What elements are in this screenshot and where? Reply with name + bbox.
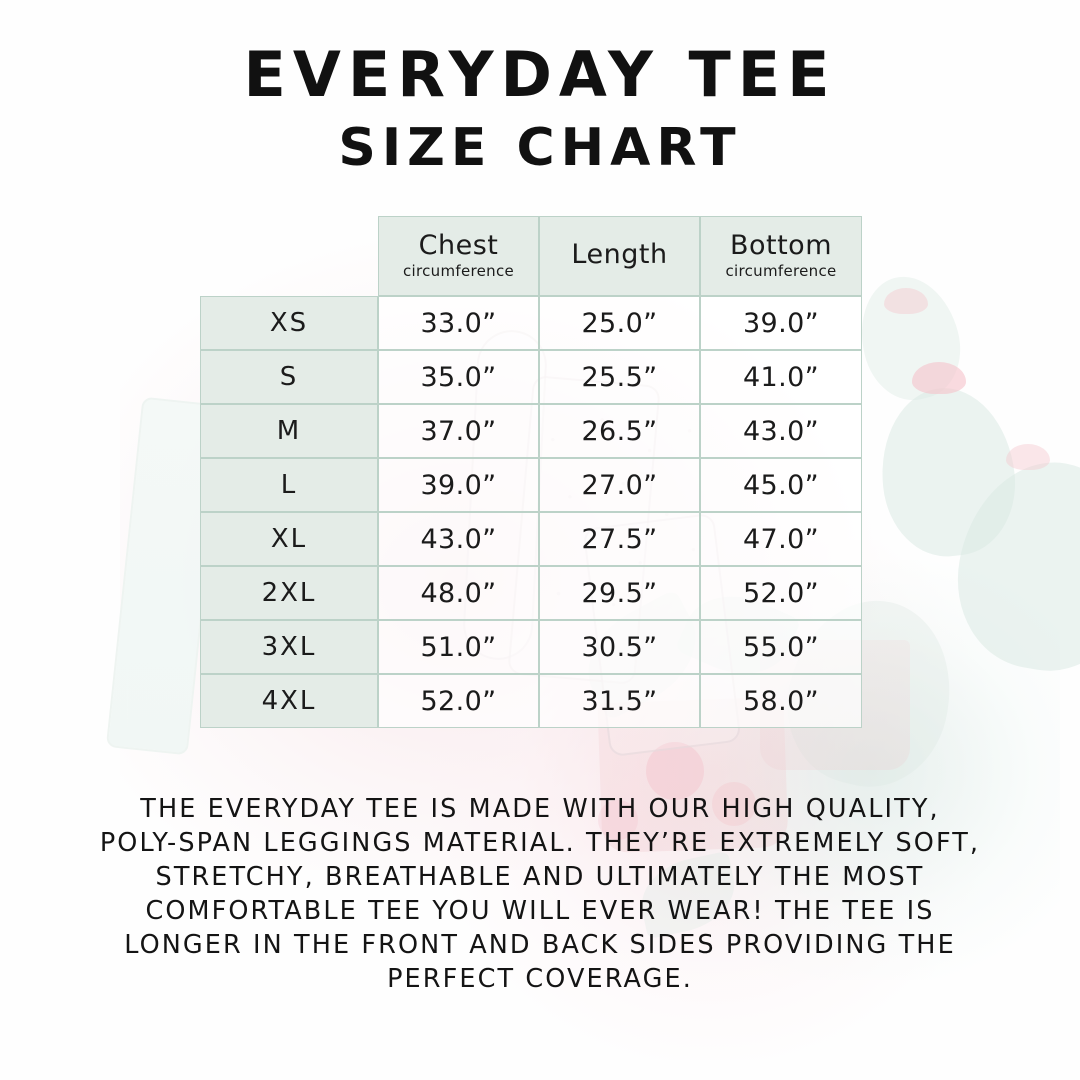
table-row: 4XL 52.0” 31.5” 58.0” — [200, 674, 862, 728]
size-label: L — [200, 458, 378, 512]
description-line: LONGER IN THE FRONT AND BACK SIDES PROVI… — [124, 930, 956, 960]
product-description: THE EVERYDAY TEE IS MADE WITH OUR HIGH Q… — [96, 792, 984, 996]
description-line: STRETCHY, BREATHABLE AND ULTIMATELY THE … — [155, 862, 925, 892]
column-header-chest: Chest circumference — [378, 216, 539, 296]
length-value: 26.5” — [539, 404, 700, 458]
bottom-value: 47.0” — [700, 512, 862, 566]
description-line: THE EVERYDAY TEE IS MADE WITH OUR HIGH Q… — [140, 794, 940, 824]
table-row: S 35.0” 25.5” 41.0” — [200, 350, 862, 404]
size-label: 2XL — [200, 566, 378, 620]
column-header-bottom: Bottom circumference — [700, 216, 862, 296]
table-row: M 37.0” 26.5” 43.0” — [200, 404, 862, 458]
chest-value: 43.0” — [378, 512, 539, 566]
column-header-length: Length — [539, 216, 700, 296]
length-value: 25.0” — [539, 296, 700, 350]
size-label: 4XL — [200, 674, 378, 728]
title-line-primary: EVERYDAY TEE — [243, 38, 837, 111]
bottom-value: 39.0” — [700, 296, 862, 350]
chest-value: 52.0” — [378, 674, 539, 728]
length-value: 27.0” — [539, 458, 700, 512]
table-row: 3XL 51.0” 30.5” 55.0” — [200, 620, 862, 674]
chest-value: 37.0” — [378, 404, 539, 458]
bottom-value: 58.0” — [700, 674, 862, 728]
table-row: XS 33.0” 25.0” 39.0” — [200, 296, 862, 350]
bottom-value: 45.0” — [700, 458, 862, 512]
length-value: 25.5” — [539, 350, 700, 404]
chest-value: 39.0” — [378, 458, 539, 512]
length-value: 31.5” — [539, 674, 700, 728]
column-header-chest-sublabel: circumference — [402, 261, 515, 280]
table-header-row: Chest circumference Length Bottom circum… — [200, 216, 862, 296]
size-label: S — [200, 350, 378, 404]
description-line: PERFECT COVERAGE. — [387, 964, 693, 994]
column-header-chest-label: Chest — [418, 229, 499, 261]
size-chart-table: Chest circumference Length Bottom circum… — [200, 216, 862, 728]
size-chart-table-wrapper: Chest circumference Length Bottom circum… — [200, 216, 862, 728]
table-header: Chest circumference Length Bottom circum… — [200, 216, 862, 296]
bottom-value: 41.0” — [700, 350, 862, 404]
table-row: 2XL 48.0” 29.5” 52.0” — [200, 566, 862, 620]
chest-value: 48.0” — [378, 566, 539, 620]
table-row: L 39.0” 27.0” 45.0” — [200, 458, 862, 512]
chest-value: 35.0” — [378, 350, 539, 404]
column-header-bottom-label: Bottom — [729, 229, 833, 261]
size-label: M — [200, 404, 378, 458]
chest-value: 51.0” — [378, 620, 539, 674]
size-label: XS — [200, 296, 378, 350]
length-value: 30.5” — [539, 620, 700, 674]
description-line: COMFORTABLE TEE YOU WILL EVER WEAR! THE … — [145, 896, 935, 926]
column-header-bottom-sublabel: circumference — [725, 261, 837, 280]
bottom-value: 55.0” — [700, 620, 862, 674]
title-line-secondary: SIZE CHART — [338, 118, 742, 178]
size-label: 3XL — [200, 620, 378, 674]
bottom-value: 43.0” — [700, 404, 862, 458]
bottom-value: 52.0” — [700, 566, 862, 620]
column-header-length-label: Length — [571, 239, 668, 271]
table-corner-cell — [200, 216, 378, 296]
table-row: XL 43.0” 27.5” 47.0” — [200, 512, 862, 566]
length-value: 29.5” — [539, 566, 700, 620]
length-value: 27.5” — [539, 512, 700, 566]
table-body: XS 33.0” 25.0” 39.0” S 35.0” 25.5” 41.0”… — [200, 296, 862, 728]
description-line: POLY-SPAN LEGGINGS MATERIAL. THEY’RE EXT… — [99, 828, 981, 858]
size-label: XL — [200, 512, 378, 566]
chest-value: 33.0” — [378, 296, 539, 350]
page-title: EVERYDAY TEE SIZE CHART — [0, 38, 1080, 178]
